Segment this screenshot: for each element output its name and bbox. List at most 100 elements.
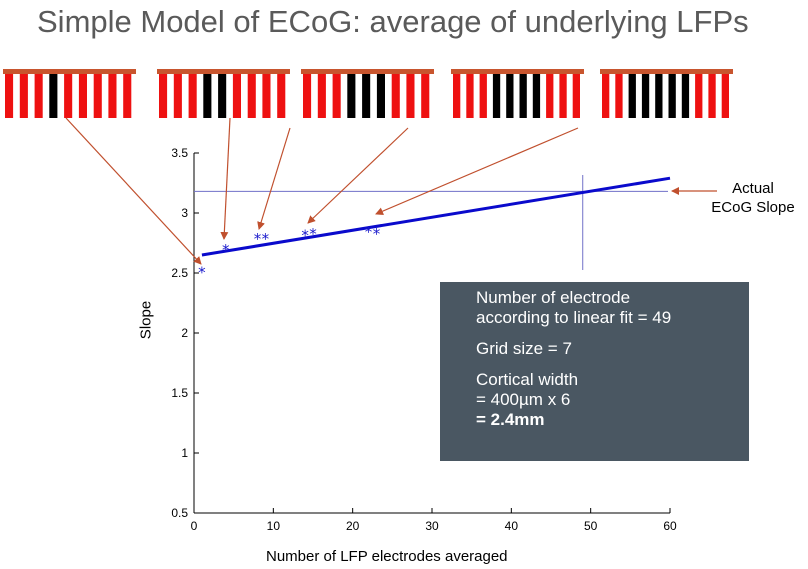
comb-tooth-red bbox=[247, 74, 256, 118]
comb-tooth-red bbox=[159, 74, 168, 118]
actual-slope-annotation: Actual ECoG Slope bbox=[698, 179, 808, 217]
y-tick-label: 0.5 bbox=[171, 506, 188, 520]
comb-tooth-red bbox=[78, 74, 87, 118]
comb-pointer-arrow bbox=[375, 127, 579, 215]
comb-tooth-red bbox=[406, 74, 415, 118]
comb-tooth-red bbox=[615, 74, 623, 118]
data-points: *** * * * * * bbox=[198, 223, 381, 282]
x-tick-label: 60 bbox=[663, 519, 677, 533]
y-tick-label: 1 bbox=[181, 446, 188, 460]
comb-tooth-red bbox=[34, 74, 43, 118]
linear-fit-line bbox=[201, 176, 671, 257]
comb-tooth-black bbox=[376, 74, 385, 118]
comb-pointer-arrow bbox=[307, 127, 409, 224]
comb-bar bbox=[157, 69, 290, 74]
slide-title: Simple Model of ECoG: average of underly… bbox=[37, 4, 749, 39]
comb-tooth-black bbox=[362, 74, 371, 118]
comb-tooth-red bbox=[173, 74, 182, 118]
comb-tooth-black bbox=[506, 74, 514, 118]
comb-tooth-red bbox=[559, 74, 567, 118]
info-line-grid: Grid size = 7 bbox=[476, 339, 572, 358]
comb-tooth-red bbox=[721, 74, 729, 118]
y-axis-label: Slope bbox=[137, 300, 155, 340]
info-line-electrodes: Number of electrode bbox=[476, 288, 631, 307]
fit-line-group bbox=[201, 176, 671, 257]
data-point: * bbox=[222, 241, 230, 259]
comb-tooth-red bbox=[123, 74, 132, 118]
data-point: * bbox=[254, 230, 262, 248]
comb-tooth-red bbox=[188, 74, 197, 118]
electrode-comb-5 bbox=[600, 69, 733, 118]
y-axis-label-wrap: Slope bbox=[131, 300, 161, 340]
comb-tooth-red bbox=[93, 74, 102, 118]
info-box: Number of electrode according to linear … bbox=[440, 282, 749, 461]
electrode-comb-4 bbox=[451, 69, 584, 118]
comb-pointer-arrow bbox=[65, 117, 202, 265]
comb-tooth-red bbox=[466, 74, 474, 118]
comb-tooth-red bbox=[262, 74, 271, 118]
y-tick-label: 1.5 bbox=[171, 386, 188, 400]
x-tick-label: 30 bbox=[425, 519, 439, 533]
comb-tooth-red bbox=[391, 74, 400, 118]
comb-tooth-black bbox=[532, 74, 541, 118]
comb-tooth-red bbox=[421, 74, 430, 118]
comb-tooth-red bbox=[108, 74, 117, 118]
comb-tooth-red bbox=[572, 74, 580, 118]
info-line-fit: according to linear fit = 49 bbox=[476, 308, 672, 327]
comb-tooth-red bbox=[546, 74, 554, 118]
comb-pointer-arrow bbox=[257, 127, 291, 230]
y-tick-label: 3 bbox=[181, 206, 188, 220]
comb-tooth-red bbox=[453, 74, 461, 118]
electrode-comb-2 bbox=[157, 69, 290, 118]
x-tick-label: 10 bbox=[267, 519, 281, 533]
comb-bar bbox=[600, 69, 733, 74]
comb-tooth-black bbox=[681, 74, 690, 118]
comb-tooth-red bbox=[479, 74, 487, 118]
info-line-width: Cortical width bbox=[476, 370, 579, 389]
comb-tooth-red bbox=[695, 74, 703, 118]
x-axis-label: Number of LFP electrodes averaged bbox=[266, 548, 508, 565]
pointer-arrows bbox=[65, 117, 717, 265]
chart-axes: 0.5 1 1.5 2 2.5 3 3.5 0 10 20 30 40 50 60 bbox=[171, 146, 677, 533]
y-tick-label: 2 bbox=[181, 326, 188, 340]
data-point: * bbox=[301, 226, 309, 244]
comb-tooth-black bbox=[655, 74, 663, 118]
x-tick-label: 50 bbox=[584, 519, 598, 533]
comb-tooth-black bbox=[492, 74, 501, 118]
comb-bar bbox=[3, 69, 136, 74]
comb-tooth-red bbox=[232, 74, 241, 118]
data-point: * bbox=[309, 225, 317, 243]
comb-tooth-black bbox=[218, 74, 227, 118]
data-point: * bbox=[373, 225, 381, 243]
annotation-line-2: ECoG Slope bbox=[711, 199, 795, 216]
comb-tooth-red bbox=[317, 74, 326, 118]
electrode-comb-1 bbox=[3, 69, 136, 118]
comb-bar bbox=[451, 69, 584, 74]
comb-tooth-black bbox=[668, 74, 676, 118]
comb-tooth-red bbox=[64, 74, 73, 118]
comb-tooth-red bbox=[277, 74, 286, 118]
comb-pointer-arrow bbox=[220, 117, 231, 240]
data-point: * bbox=[365, 223, 373, 241]
info-line-calc: = 400µm x 6 bbox=[476, 390, 571, 409]
comb-tooth-red bbox=[303, 74, 312, 118]
comb-tooth-red bbox=[332, 74, 341, 118]
electrode-combs bbox=[3, 69, 733, 118]
x-tick-label: 20 bbox=[346, 519, 360, 533]
x-tick-label: 0 bbox=[191, 519, 198, 533]
y-tick-label: 3.5 bbox=[171, 146, 188, 160]
comb-bar bbox=[301, 69, 434, 74]
comb-tooth-red bbox=[19, 74, 28, 118]
comb-tooth-black bbox=[49, 74, 58, 118]
comb-tooth-black bbox=[628, 74, 636, 118]
info-line-result: = 2.4mm bbox=[476, 410, 545, 429]
electrode-comb-3 bbox=[301, 69, 434, 118]
data-point: * bbox=[198, 264, 206, 282]
comb-tooth-red bbox=[602, 74, 610, 118]
y-tick-label: 2.5 bbox=[171, 266, 188, 280]
data-point: * bbox=[262, 230, 270, 248]
comb-tooth-red bbox=[708, 74, 716, 118]
comb-tooth-black bbox=[641, 74, 650, 118]
comb-tooth-black bbox=[519, 74, 527, 118]
